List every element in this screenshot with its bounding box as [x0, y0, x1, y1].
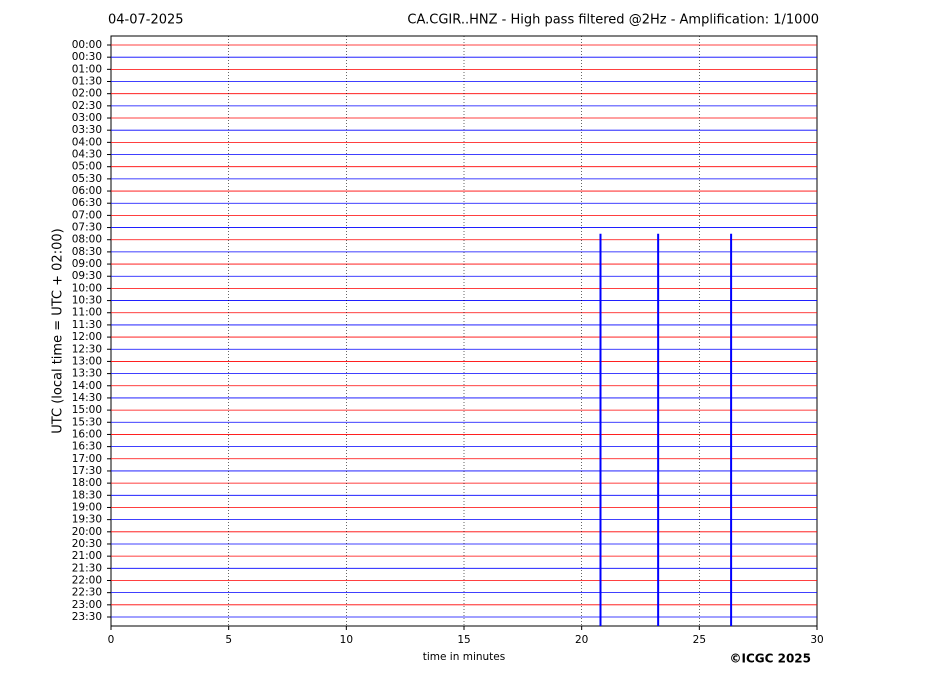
- row-label: 04:30: [72, 149, 102, 161]
- row-label: 03:00: [72, 112, 102, 124]
- row-label: 16:30: [72, 441, 102, 453]
- row-label: 06:00: [72, 185, 102, 197]
- date: 04-07-2025: [108, 13, 184, 28]
- row-label: 20:00: [72, 526, 102, 538]
- y-axis-label: UTC (local time = UTC + 02:00): [51, 228, 66, 433]
- row-label: 12:30: [72, 343, 102, 355]
- x-axis-label: time in minutes: [423, 651, 505, 663]
- row-label: 20:30: [72, 538, 102, 550]
- row-label: 10:30: [72, 295, 102, 307]
- row-label: 19:30: [72, 514, 102, 526]
- row-label: 14:00: [72, 380, 102, 392]
- row-label: 02:30: [72, 100, 102, 112]
- row-label: 07:00: [72, 209, 102, 221]
- row-label: 15:30: [72, 416, 102, 428]
- row-label: 08:00: [72, 234, 102, 246]
- credit: ©ICGC 2025: [729, 652, 811, 666]
- row-label: 13:30: [72, 368, 102, 380]
- row-label: 09:30: [72, 270, 102, 282]
- row-label: 18:30: [72, 489, 102, 501]
- x-tick-label: 5: [225, 634, 232, 646]
- row-label: 14:30: [72, 392, 102, 404]
- row-label: 00:00: [72, 39, 102, 51]
- row-label: 01:00: [72, 63, 102, 75]
- x-tick-label: 30: [810, 634, 823, 646]
- row-label: 17:00: [72, 453, 102, 465]
- row-label: 03:30: [72, 124, 102, 136]
- row-label: 04:00: [72, 136, 102, 148]
- row-label: 23:30: [72, 611, 102, 623]
- row-label: 11:30: [72, 319, 102, 331]
- x-tick-label: 15: [457, 634, 470, 646]
- row-label: 00:30: [72, 51, 102, 63]
- chart-title: CA.CGIR..HNZ - High pass filtered @2Hz -…: [407, 13, 819, 28]
- row-label: 12:00: [72, 331, 102, 343]
- row-label: 21:30: [72, 562, 102, 574]
- row-label: 21:00: [72, 550, 102, 562]
- x-tick-label: 10: [340, 634, 353, 646]
- row-label: 02:00: [72, 88, 102, 100]
- row-label: 05:30: [72, 173, 102, 185]
- x-tick-label: 20: [575, 634, 588, 646]
- row-label: 23:00: [72, 599, 102, 611]
- row-label: 08:30: [72, 246, 102, 258]
- x-tick-label: 0: [108, 634, 115, 646]
- row-label: 10:00: [72, 282, 102, 294]
- row-label: 13:00: [72, 355, 102, 367]
- row-label: 16:00: [72, 428, 102, 440]
- x-tick-label: 25: [693, 634, 706, 646]
- row-label: 22:00: [72, 574, 102, 586]
- row-label: 17:30: [72, 465, 102, 477]
- row-label: 06:30: [72, 197, 102, 209]
- row-label: 01:30: [72, 76, 102, 88]
- row-label: 09:00: [72, 258, 102, 270]
- row-label: 22:30: [72, 587, 102, 599]
- row-label: 11:00: [72, 307, 102, 319]
- row-label: 18:00: [72, 477, 102, 489]
- row-label: 07:30: [72, 222, 102, 234]
- row-label: 05:00: [72, 161, 102, 173]
- row-label: 15:00: [72, 404, 102, 416]
- row-label: 19:00: [72, 501, 102, 513]
